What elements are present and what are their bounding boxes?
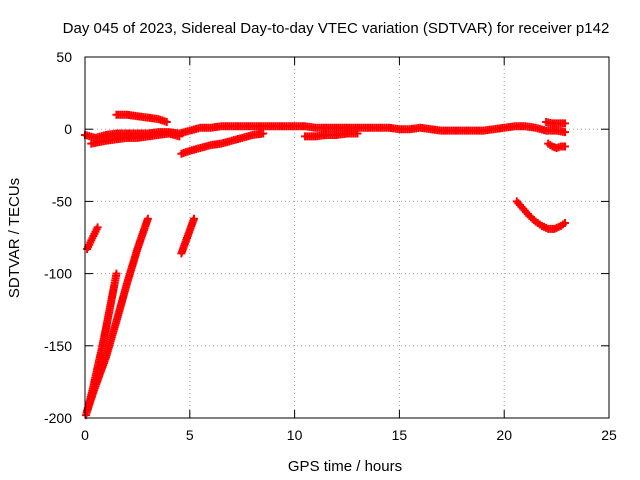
series-9 — [83, 214, 152, 415]
x-tick-label: 20 — [496, 427, 512, 443]
series-2 — [112, 110, 171, 126]
data-point — [560, 142, 569, 151]
y-tick-label: 50 — [56, 49, 72, 65]
data-point — [93, 223, 102, 232]
data-point — [143, 214, 152, 223]
y-tick-label: -150 — [44, 338, 72, 354]
x-axis-label: GPS time / hours — [288, 458, 402, 475]
series-5 — [542, 117, 569, 128]
data-point — [560, 128, 569, 137]
x-tick-label: 5 — [186, 427, 194, 443]
series-11 — [512, 197, 569, 233]
x-tick-label: 25 — [601, 427, 617, 443]
y-tick-label: -100 — [44, 266, 72, 282]
series-4 — [301, 129, 362, 141]
series-3 — [177, 129, 268, 158]
x-tick-label: 15 — [392, 427, 408, 443]
data-point — [175, 132, 184, 141]
axis-ticks: 0 5 10 15 20 25 -200 -150 -100 -50 0 50 — [44, 49, 617, 443]
y-tick-label: 0 — [64, 121, 72, 137]
data-point — [560, 219, 569, 228]
y-tick-label: -50 — [52, 193, 72, 209]
x-tick-label: 10 — [287, 427, 303, 443]
data-point — [112, 269, 121, 278]
x-tick-label: 0 — [81, 427, 89, 443]
series-6 — [544, 139, 569, 152]
series-1 — [87, 129, 184, 148]
plot-frame — [84, 56, 610, 419]
data-point — [560, 119, 569, 128]
data-point — [162, 117, 171, 126]
data-point — [259, 129, 268, 138]
data-point — [353, 129, 362, 138]
y-tick-label: -200 — [44, 410, 72, 426]
y-axis-label: SDTVAR / TECUs — [6, 178, 23, 298]
series-10 — [177, 214, 198, 258]
data-point — [189, 214, 198, 223]
data-points — [81, 110, 569, 420]
chart-title: Day 045 of 2023, Sidereal Day-to-day VTE… — [63, 20, 610, 37]
